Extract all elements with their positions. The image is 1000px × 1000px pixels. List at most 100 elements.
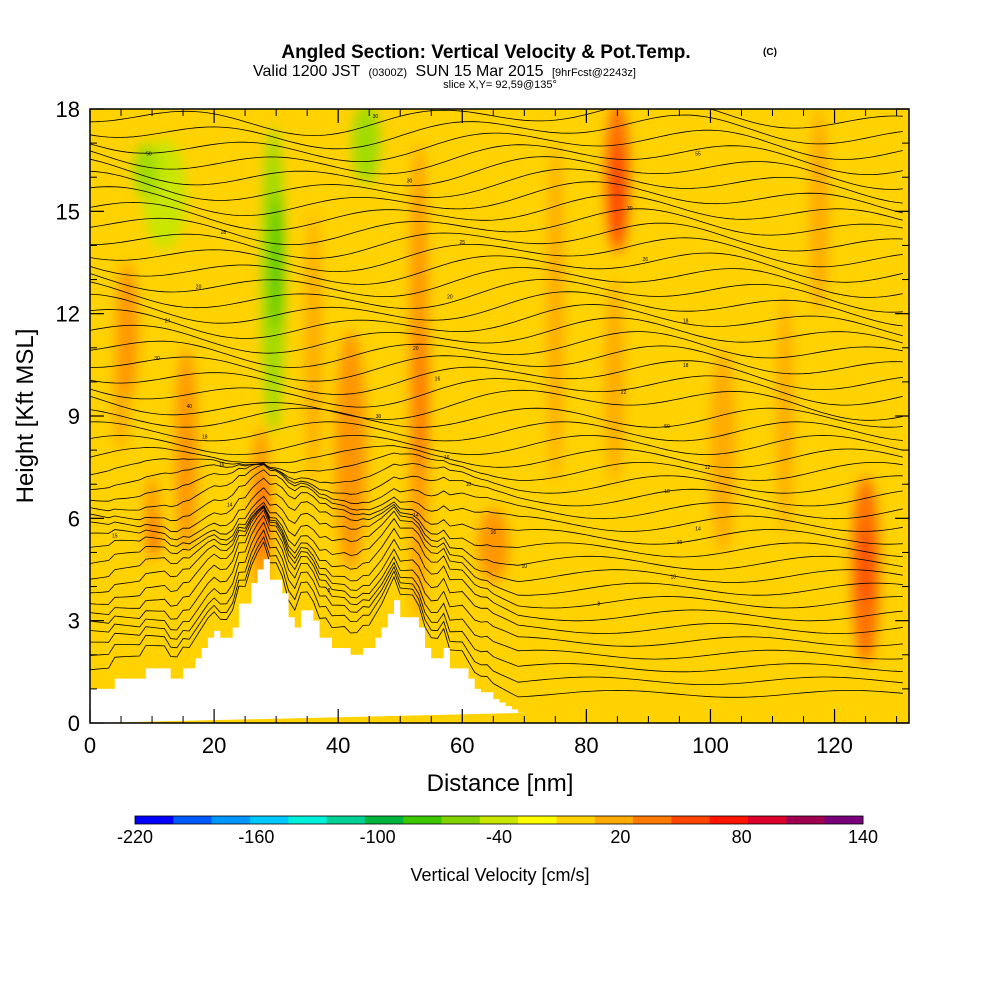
y-tick-label: 15 <box>56 199 80 224</box>
colorbar-swatch <box>556 816 596 824</box>
isentrope-label: 10 <box>522 564 528 570</box>
isentrope-label: 20 <box>447 295 453 301</box>
isentrope-label: 8 <box>327 588 330 594</box>
isentrope-line <box>90 521 903 660</box>
isentrope-label: 30 <box>154 356 160 362</box>
colorbar-swatch <box>249 816 289 824</box>
colorbar: -220 -160 -100 -40 20 80 140 <box>117 815 878 847</box>
plot-background <box>90 109 909 723</box>
y-tick-label: 6 <box>68 506 80 531</box>
velocity-feature <box>270 194 282 331</box>
colorbar-swatch <box>594 816 634 824</box>
isentrope-label: 16 <box>444 455 450 461</box>
colorbar-frame <box>134 815 864 825</box>
isentrope-label: 30 <box>373 114 379 120</box>
isentrope-line <box>90 114 903 150</box>
isentrope-line <box>90 156 903 190</box>
isentrope-line <box>90 181 903 217</box>
isentrope-line <box>90 506 903 622</box>
subtitle-date: SUN 15 Mar 2015 <box>415 63 543 80</box>
isentrope-label: 30 <box>627 206 633 212</box>
isentrope-line <box>90 504 903 596</box>
isentrope-label: 16 <box>677 540 683 546</box>
velocity-feature <box>477 508 509 584</box>
x-tick-label: 0 <box>84 733 96 758</box>
colorbar-swatch <box>173 816 213 824</box>
isentrope-labels: 50 30 55 30 28 30 25 26 20 20 24 18 20 30 18 16 22 40 30 50… <box>112 114 710 608</box>
isentrope-line <box>90 208 903 246</box>
isentrope-line <box>90 144 903 176</box>
colorbar-swatch <box>824 816 864 824</box>
velocity-feature <box>547 143 564 485</box>
colorbar-tick-label: 20 <box>610 827 630 847</box>
x-tick-label: 60 <box>450 733 474 758</box>
isentrope-label: 28 <box>221 230 227 236</box>
isentrope-label: 20 <box>413 346 419 352</box>
isentrope-label: 20 <box>196 284 202 290</box>
isentrope-line <box>90 421 903 442</box>
colorbar-tick-label: -100 <box>360 827 396 847</box>
y-axis-label: Height [Kft MSL] <box>12 329 39 504</box>
colorbar-label: Vertical Velocity [cm/s] <box>410 865 589 885</box>
isentrope-label: 12 <box>705 465 711 471</box>
isentrope-line <box>90 222 903 259</box>
isentrope-line <box>90 389 903 421</box>
x-tick-label: 20 <box>202 733 226 758</box>
colorbar-tick-label: 140 <box>848 827 878 847</box>
velocity-feature <box>305 211 322 485</box>
plot-area: 50 30 55 30 28 30 25 26 20 20 24 18 20 30 18 16 22 40 30 50… <box>90 109 909 723</box>
x-tick-label: 80 <box>574 733 598 758</box>
isentrope-line <box>90 505 903 609</box>
isentrope-line <box>90 109 903 137</box>
isentrope-line <box>90 469 903 532</box>
chart-subtitle: Valid 1200 JST (0300Z) SUN 15 Mar 2015 [… <box>253 63 636 80</box>
colorbar-swatch <box>709 816 749 824</box>
isentrope-line <box>90 509 903 634</box>
isentrope-label: 14 <box>227 503 233 509</box>
isentrope-line <box>90 541 903 698</box>
x-tick-label: 100 <box>692 733 729 758</box>
colorbar-swatch <box>211 816 251 824</box>
isentrope-label: 18 <box>202 434 208 440</box>
title-block: Angled Section: Vertical Velocity & Pot.… <box>253 42 777 91</box>
colorbar-swatch <box>633 816 672 824</box>
velocity-feature <box>175 347 198 553</box>
isentrope-label: 18 <box>664 489 670 495</box>
x-tick-label: 120 <box>816 733 853 758</box>
velocity-feature <box>151 514 159 556</box>
isentrope-label: 18 <box>683 318 689 324</box>
subtitle-fcst: [9hrFcst@2243z] <box>552 67 636 79</box>
terrain <box>90 559 531 723</box>
velocity-feature <box>710 347 736 553</box>
isentrope-label: 26 <box>643 257 649 263</box>
isentropes <box>90 109 903 698</box>
subtitle-prefix: Valid 1200 JST <box>253 63 361 80</box>
velocity-feature <box>416 330 427 468</box>
colorbar-swatch <box>364 816 404 824</box>
isentrope-line <box>90 495 903 571</box>
velocity-feature <box>133 143 159 198</box>
isentrope-line <box>90 194 903 231</box>
velocity-feature <box>604 279 624 485</box>
colorbar-swatch <box>135 816 174 824</box>
isentrope-label: 10 <box>670 574 676 580</box>
isentrope-label: 10 <box>466 482 472 488</box>
isentrope-line <box>90 535 903 685</box>
colorbar-swatch <box>403 816 443 824</box>
velocity-field <box>113 109 880 664</box>
isentrope-label: 30 <box>376 414 382 420</box>
isentrope-line <box>90 129 903 163</box>
isentrope-line <box>90 345 903 382</box>
colorbar-swatch <box>288 816 328 824</box>
isentrope-label: 24 <box>165 318 171 324</box>
y-tick-label: 9 <box>68 404 80 429</box>
colorbar-swatch <box>748 816 787 824</box>
isentrope-label: 25 <box>459 240 465 246</box>
isentrope-line <box>90 375 903 408</box>
chart-title: Angled Section: Vertical Velocity & Pot.… <box>281 42 690 63</box>
isentrope-label: 50 <box>146 151 152 157</box>
colorbar-tick-label: -160 <box>238 827 274 847</box>
isentrope-line <box>90 462 903 507</box>
isentrope-line <box>90 445 903 469</box>
